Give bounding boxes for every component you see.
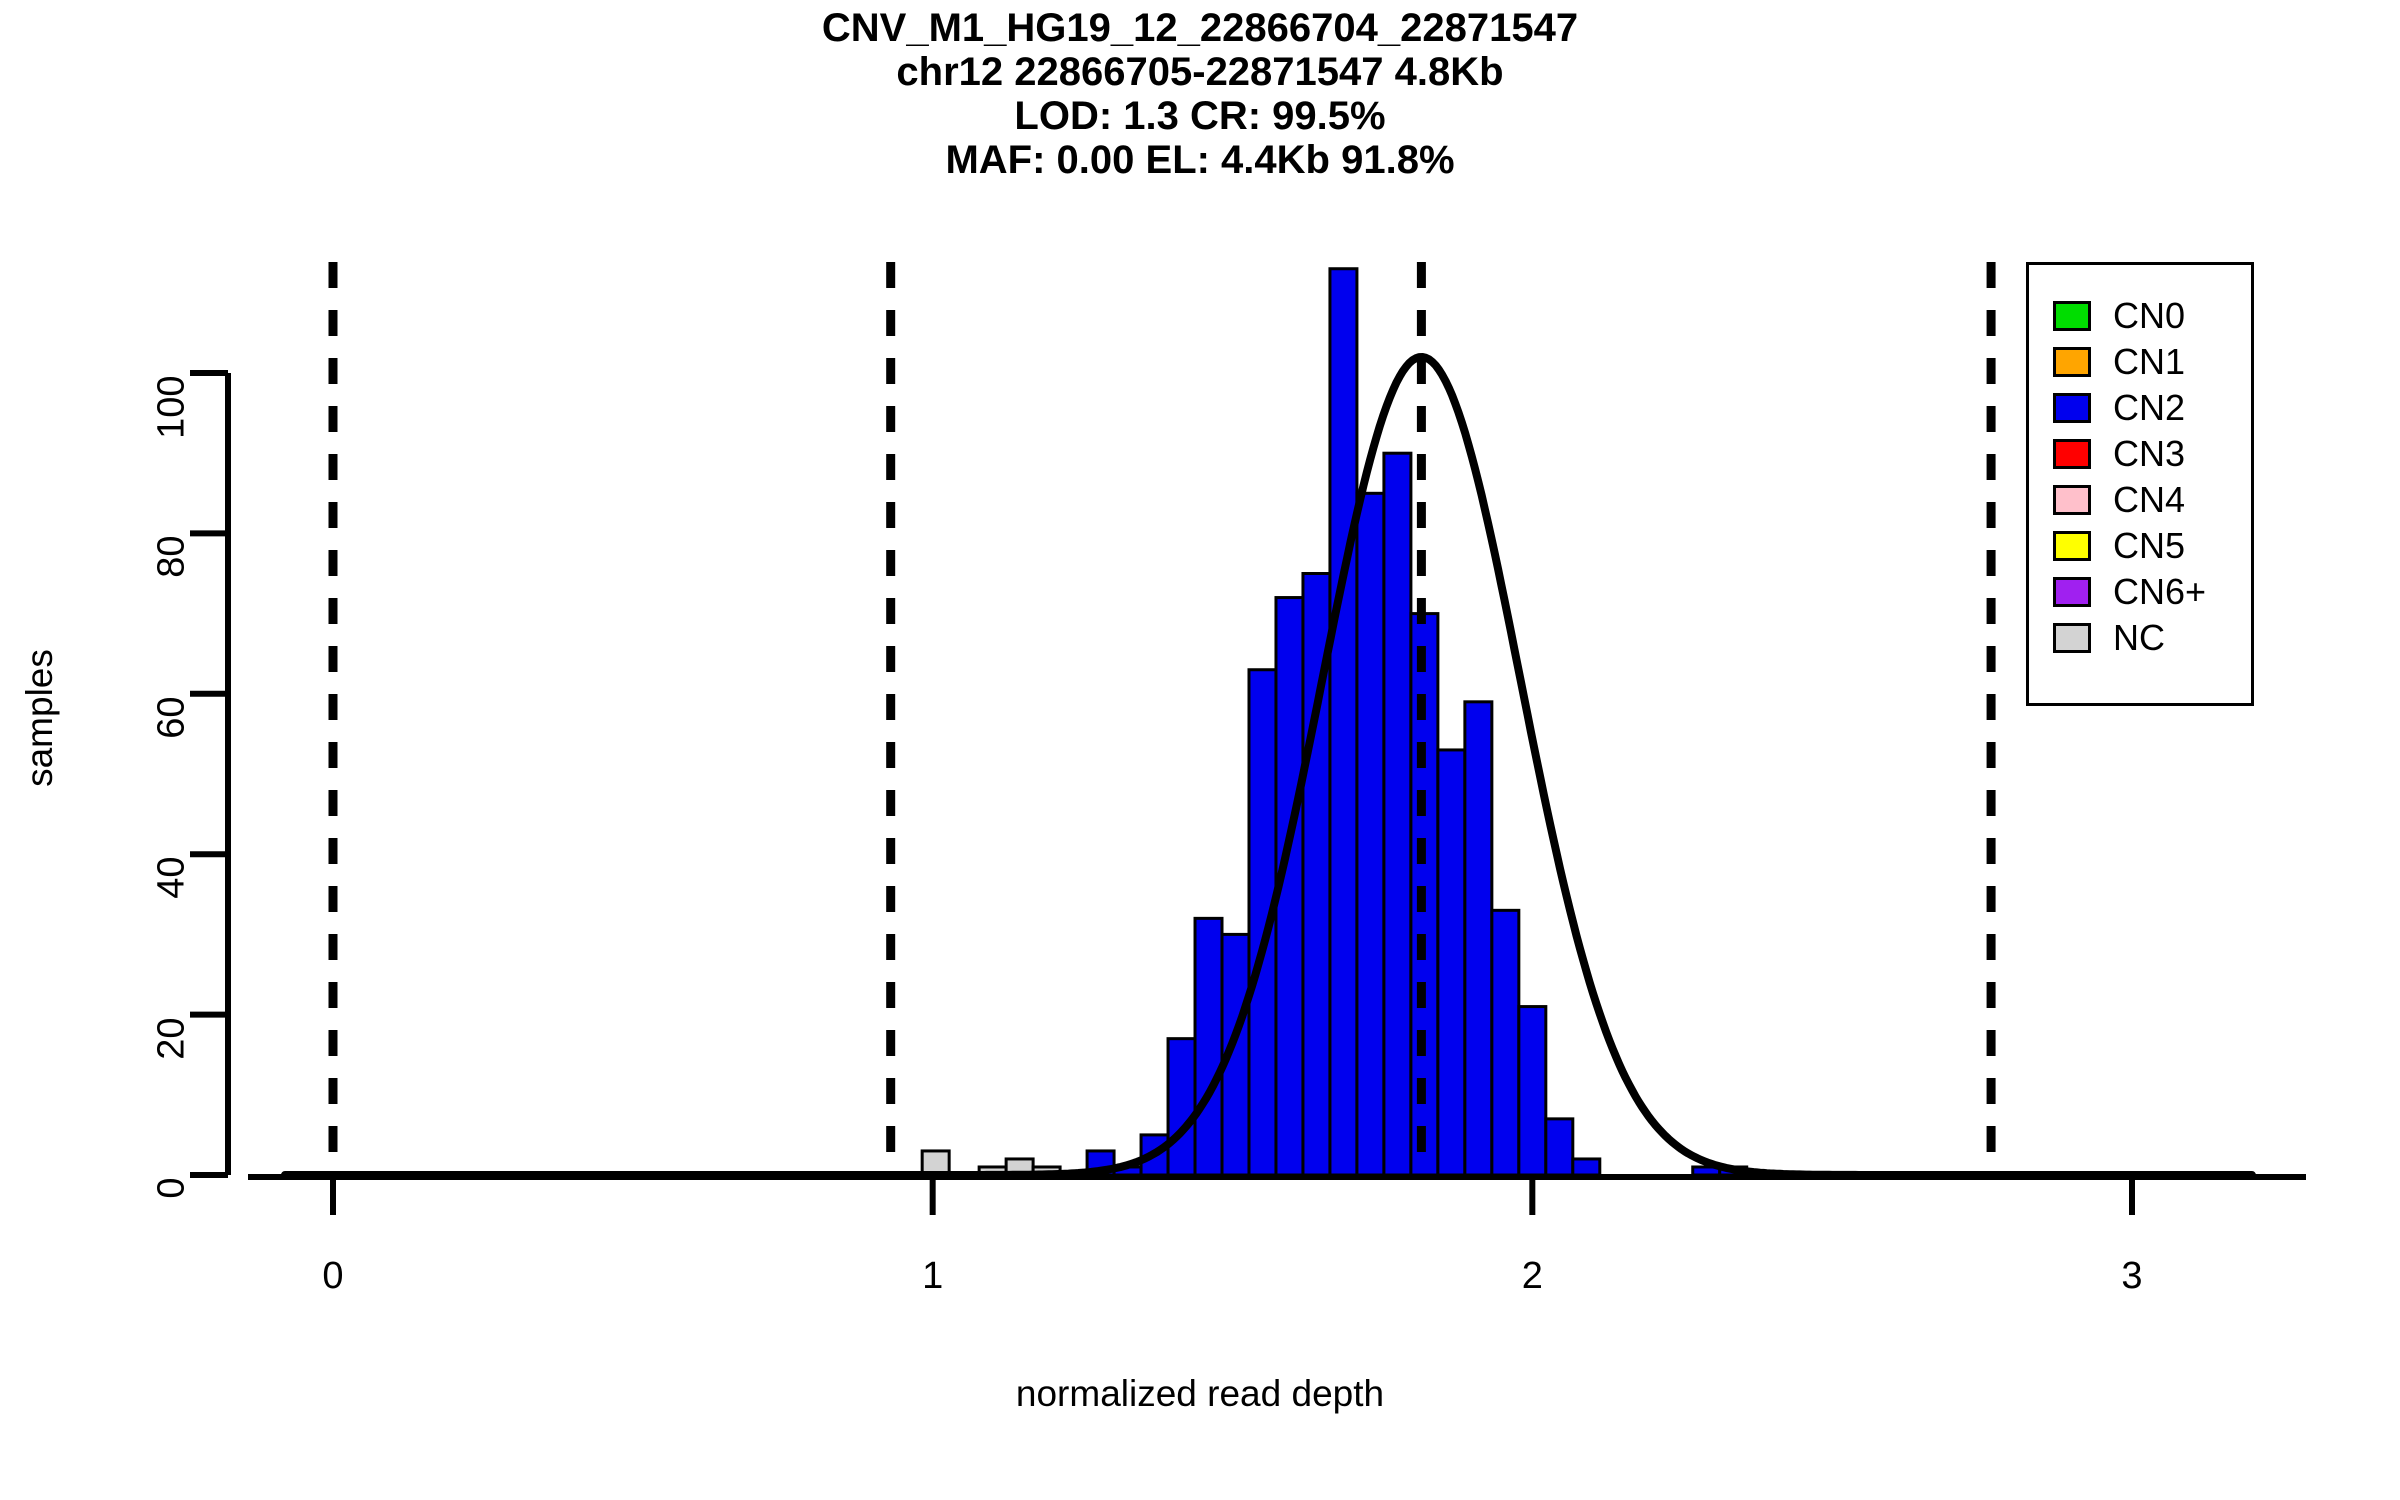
histogram-bar <box>1328 267 1359 1177</box>
title-line-3: LOD: 1.3 CR: 99.5% <box>1014 94 1386 138</box>
histogram-bar <box>1571 1157 1602 1177</box>
y-tick-label: 80 <box>150 535 193 579</box>
legend-item-cn5[interactable]: CN5 <box>2053 523 2206 569</box>
legend-items: CN0 CN1 CN2 CN3 CN4 CN5 CN6+ NC <box>2053 293 2206 661</box>
legend-item-nc[interactable]: NC <box>2053 615 2206 661</box>
legend-label: CN1 <box>2113 341 2186 382</box>
chart-title: CNV_M1_HG19_12_22866704_22871547 chr12 2… <box>0 6 2400 182</box>
legend-swatch-icon <box>2053 301 2091 331</box>
y-tick-label: 60 <box>150 696 193 739</box>
legend-swatch-icon <box>2053 393 2091 423</box>
y-tick-label: 20 <box>150 1017 193 1060</box>
title-line-1: CNV_M1_HG19_12_22866704_22871547 <box>821 6 1579 50</box>
histogram-bar <box>1382 451 1413 1177</box>
legend-label: NC <box>2113 617 2165 658</box>
title-line-4: MAF: 0.00 EL: 4.4Kb 91.8% <box>945 138 1455 182</box>
x-tick-label: 3 <box>2121 1255 2143 1297</box>
legend-item-cn2[interactable]: CN2 <box>2053 385 2206 431</box>
legend-swatch-icon <box>2053 485 2091 515</box>
x-tick-label: 2 <box>1521 1255 1543 1297</box>
axes <box>190 370 2306 1215</box>
y-axis-label: samples <box>19 649 60 787</box>
x-tick-label: 0 <box>322 1255 344 1297</box>
legend-item-cn6plus[interactable]: CN6+ <box>2053 569 2206 615</box>
histogram-bar <box>1544 1117 1575 1177</box>
legend-swatch-icon <box>2053 623 2091 653</box>
histogram-bar <box>1463 700 1494 1177</box>
x-tick-label: 1 <box>922 1255 944 1297</box>
legend-swatch-icon <box>2053 531 2091 561</box>
legend-item-cn3[interactable]: CN3 <box>2053 431 2206 477</box>
legend-item-cn1[interactable]: CN1 <box>2053 339 2206 385</box>
legend-label: CN6+ <box>2113 571 2207 612</box>
y-tick-label: 100 <box>150 375 193 439</box>
legend-item-cn0[interactable]: CN0 <box>2053 293 2206 339</box>
legend-box: CN0 CN1 CN2 CN3 CN4 CN5 CN6+ NC <box>2026 262 2254 706</box>
y-tick-label: 0 <box>150 1177 193 1199</box>
title-line-2: chr12 22866705-22871547 4.8Kb <box>896 50 1504 94</box>
histogram-bar <box>1166 1037 1197 1177</box>
y-tick-label: 40 <box>150 856 193 899</box>
legend-label: CN0 <box>2113 295 2186 336</box>
histogram-bar <box>1490 908 1521 1177</box>
legend-label: CN4 <box>2113 479 2186 520</box>
legend-item-cn4[interactable]: CN4 <box>2053 477 2206 523</box>
histogram-bar <box>1436 748 1467 1177</box>
threshold-lines <box>328 262 1996 1176</box>
legend-swatch-icon <box>2053 577 2091 607</box>
x-axis-label: normalized read depth <box>1015 1373 1385 1414</box>
legend-label: CN3 <box>2113 433 2186 474</box>
legend-swatch-icon <box>2053 347 2091 377</box>
legend-swatch-icon <box>2053 439 2091 469</box>
histogram-bar <box>1193 916 1224 1177</box>
histogram-bar <box>1355 491 1386 1177</box>
legend-label: CN2 <box>2113 387 2186 428</box>
histogram-bars <box>920 267 1749 1177</box>
legend-label: CN5 <box>2113 525 2186 566</box>
histogram-bar <box>1517 1005 1548 1177</box>
